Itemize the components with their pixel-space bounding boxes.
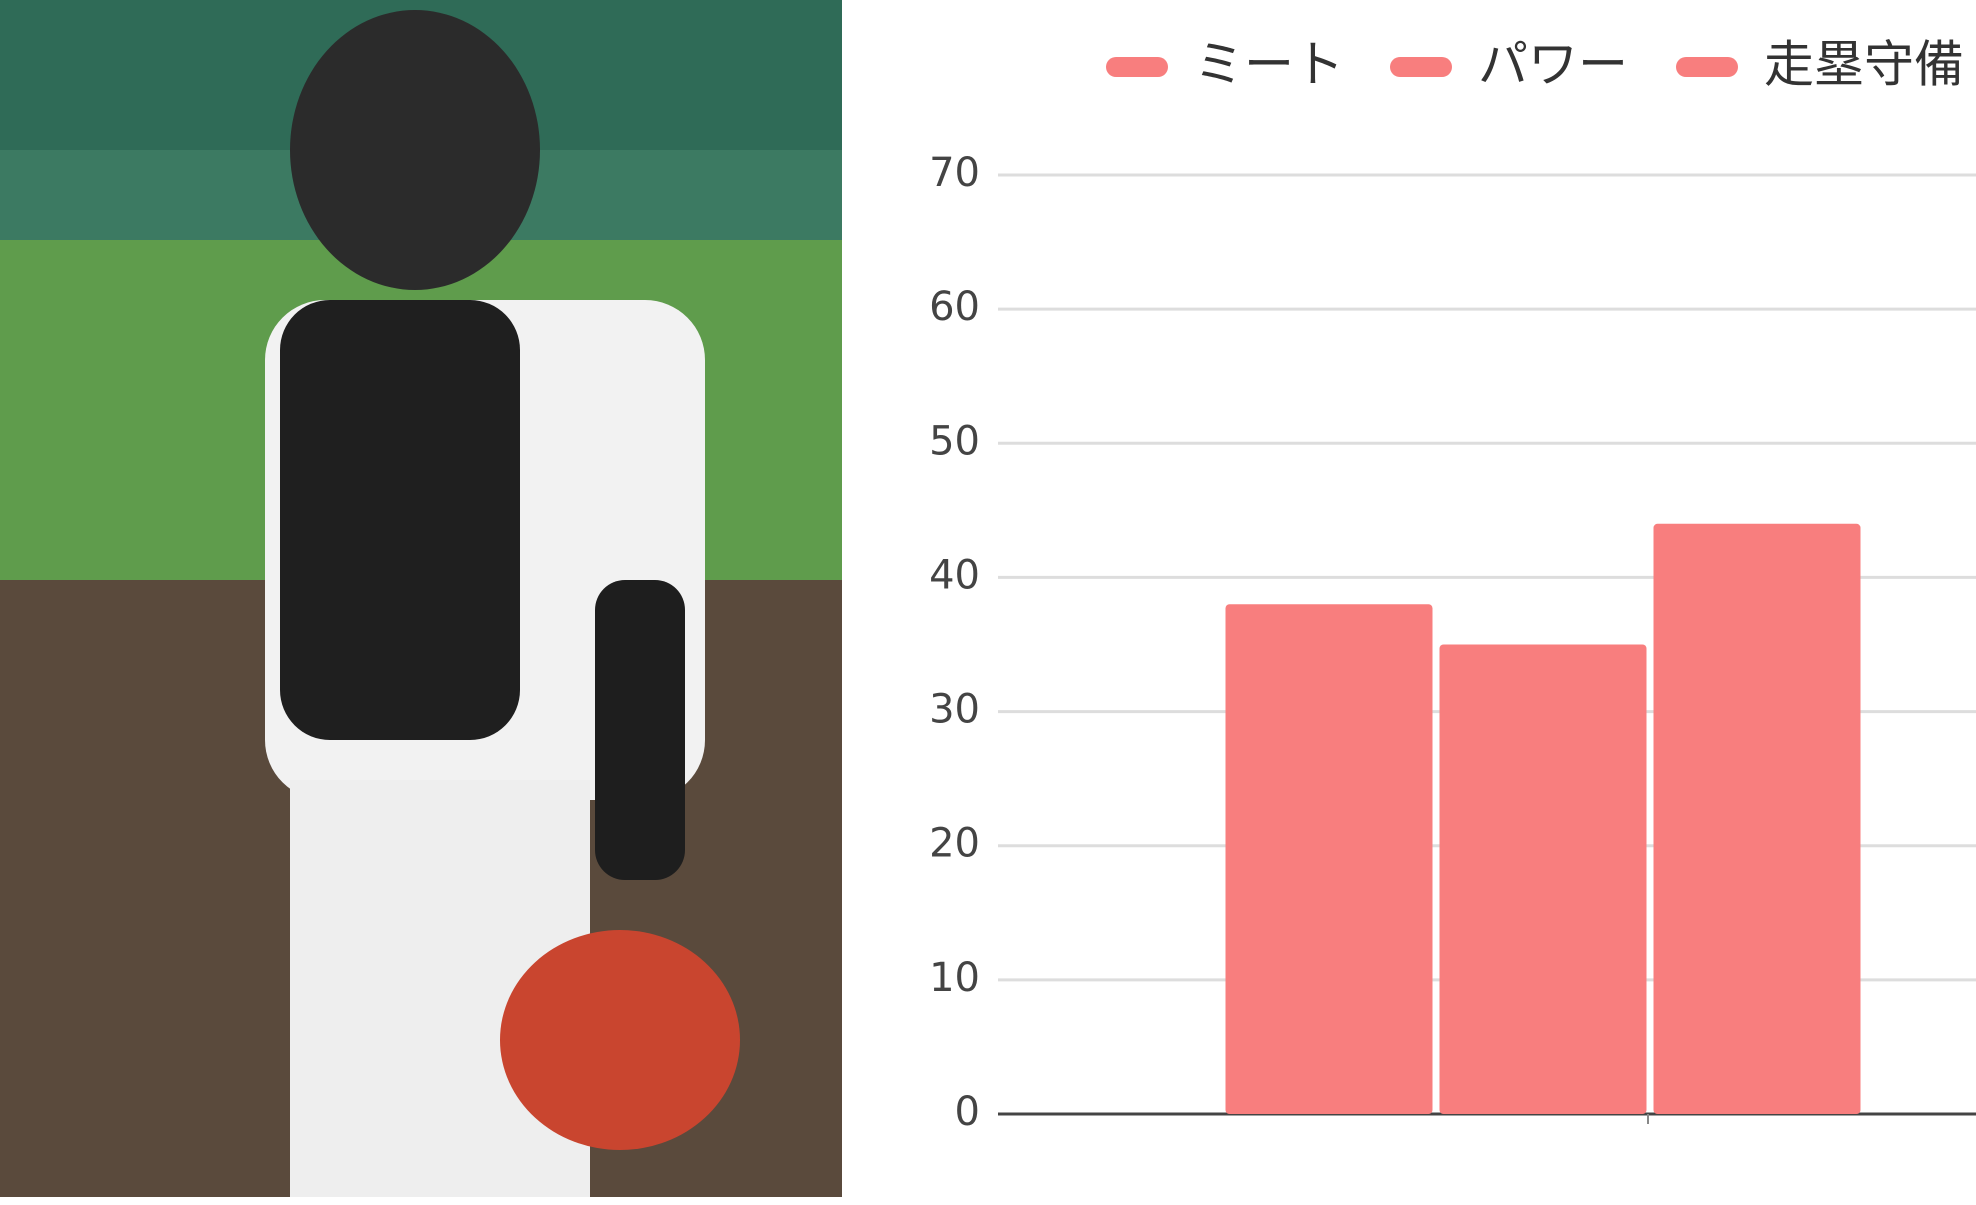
photo	[0, 0, 842, 1197]
y-tick-label: 50	[929, 418, 980, 464]
y-tick-label: 40	[929, 552, 980, 598]
y-tick-label: 10	[929, 955, 980, 1001]
legend-label: 走塁守備	[1764, 36, 1964, 94]
legend-label: ミート	[1194, 36, 1344, 94]
bar	[1225, 604, 1433, 1114]
legend-swatch	[1676, 57, 1738, 77]
legend-swatch	[1390, 57, 1452, 77]
y-tick-label: 0	[955, 1089, 980, 1135]
bar	[1653, 523, 1861, 1114]
y-tick-label: 20	[929, 821, 980, 867]
bar	[1439, 644, 1647, 1114]
legend-swatch	[1106, 57, 1168, 77]
y-tick-label: 30	[929, 687, 980, 733]
y-tick-label: 70	[929, 150, 980, 196]
y-tick-label: 60	[929, 284, 980, 330]
legend-label: パワー	[1478, 36, 1628, 94]
